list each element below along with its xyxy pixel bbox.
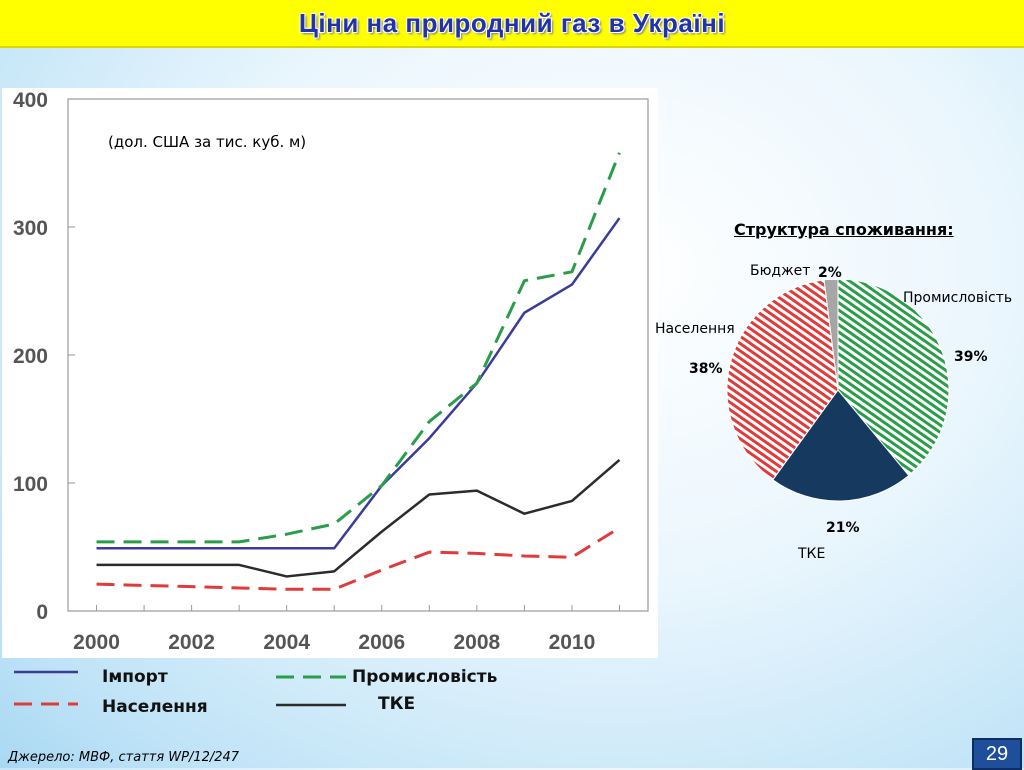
slide-title: Ціни на природний газ в Україні [298, 7, 726, 38]
pie-pct-population: 38% [689, 361, 723, 377]
series-line-industry [96, 152, 621, 544]
x-tick-label: 2004 [263, 631, 310, 654]
page-number: 29 [972, 738, 1022, 770]
line-chart-panel: 0 100 200 300 400 2000 2002 2004 2006 2008 2010 [2, 88, 658, 658]
x-tick-label: 2010 [549, 631, 596, 654]
series-line-tke [96, 459, 621, 578]
y-tick-label: 400 [13, 89, 48, 112]
pie-slice-population [726, 280, 839, 481]
pie-pct-budget: 2% [818, 265, 842, 281]
y-tick-label: 200 [13, 345, 48, 368]
pie-label-population: Населення [655, 321, 735, 337]
legend-label-industry: Промисловість [352, 667, 498, 687]
legend-label-tke: ТКЕ [378, 694, 416, 714]
pie-label-budget: Бюджет [750, 263, 811, 279]
series-line-import [96, 217, 621, 550]
title-bar: Ціни на природний газ в Україні [0, 0, 1024, 48]
legend-swatches-left [14, 670, 78, 706]
x-tick-label: 2002 [168, 631, 215, 654]
x-tick-label: 2008 [453, 631, 500, 654]
pie-pct-industry: 39% [954, 349, 988, 365]
unit-label: (дол. США за тис. куб. м) [108, 133, 307, 151]
series-line-population [96, 526, 621, 591]
pie-label-industry: Промисловість [903, 290, 1013, 306]
pie-label-tke: ТКЕ [798, 546, 826, 562]
y-tick-label: 0 [36, 601, 48, 624]
legend-swatches-right [276, 675, 346, 707]
pie-pct-tke: 21% [826, 520, 860, 536]
legend-label-population: Населення [102, 697, 208, 717]
source-note: Джерело: МВФ, стаття WP/12/247 [8, 750, 240, 765]
pie-title: Структура споживання: [734, 220, 954, 239]
pie-slice-budget [823, 280, 839, 391]
legend-label-import: Імпорт [102, 667, 168, 687]
pie-slice-tke [772, 389, 910, 502]
y-tick-label: 100 [13, 473, 48, 496]
x-tick-label: 2000 [73, 631, 120, 654]
line-chart: 0 100 200 300 400 2000 2002 2004 2006 2008 2010 [13, 89, 649, 654]
x-tick-label: 2006 [358, 631, 405, 654]
plot-frame [67, 98, 649, 612]
pie-slice-industry [837, 280, 950, 477]
pie-chart [726, 280, 950, 502]
y-tick-label: 300 [13, 217, 48, 240]
